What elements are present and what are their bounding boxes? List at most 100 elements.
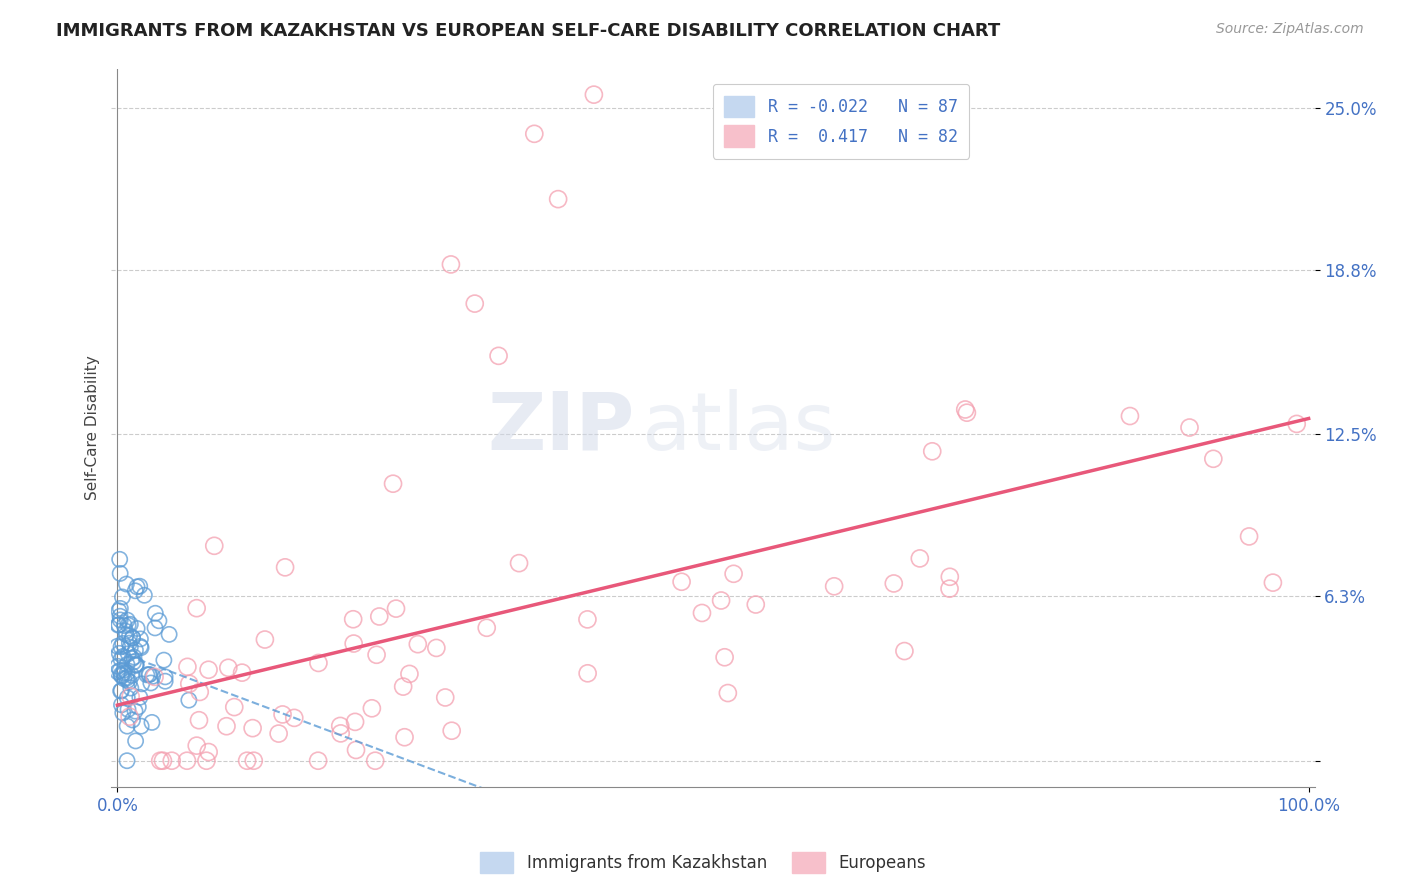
Point — [329, 726, 352, 740]
Point — [823, 579, 845, 593]
Point — [434, 690, 457, 705]
Point — [671, 574, 693, 589]
Point — [1178, 420, 1201, 434]
Point — [115, 657, 138, 672]
Point — [129, 632, 152, 646]
Point — [1237, 529, 1260, 543]
Point — [745, 598, 768, 612]
Point — [148, 614, 170, 628]
Point — [120, 690, 142, 704]
Point — [115, 628, 138, 642]
Point — [215, 719, 238, 733]
Point — [125, 658, 148, 673]
Point — [111, 590, 134, 604]
Point — [406, 637, 429, 651]
Point — [129, 719, 152, 733]
Point — [108, 617, 131, 632]
Point — [108, 646, 131, 660]
Point — [129, 640, 152, 655]
Point — [893, 644, 915, 658]
Point — [149, 754, 172, 768]
Point — [108, 566, 131, 581]
Point — [197, 663, 219, 677]
Point — [392, 680, 415, 694]
Point — [938, 582, 960, 596]
Point — [107, 639, 129, 653]
Point — [1202, 451, 1225, 466]
Point — [128, 690, 150, 705]
Point — [329, 719, 352, 733]
Point — [342, 612, 364, 626]
Point — [202, 539, 225, 553]
Y-axis label: Self-Care Disability: Self-Care Disability — [86, 355, 100, 500]
Point — [127, 699, 149, 714]
Point — [118, 709, 141, 723]
Point — [242, 754, 264, 768]
Point — [115, 613, 138, 627]
Point — [1119, 409, 1142, 423]
Point — [523, 127, 546, 141]
Point — [344, 714, 367, 729]
Point — [547, 192, 569, 206]
Point — [112, 663, 135, 677]
Point — [115, 671, 138, 685]
Point — [475, 621, 498, 635]
Point — [956, 406, 979, 420]
Point — [138, 667, 160, 681]
Point — [138, 667, 160, 681]
Point — [108, 609, 131, 624]
Point — [1285, 417, 1308, 431]
Point — [307, 754, 329, 768]
Point — [131, 677, 153, 691]
Point — [176, 754, 198, 768]
Point — [197, 745, 219, 759]
Point — [176, 660, 198, 674]
Point — [153, 670, 176, 684]
Point — [710, 593, 733, 607]
Point — [464, 296, 486, 310]
Point — [111, 669, 134, 683]
Point — [112, 672, 135, 686]
Point — [121, 713, 143, 727]
Point — [153, 653, 176, 667]
Point — [186, 601, 208, 615]
Point — [274, 560, 297, 574]
Point — [955, 402, 977, 417]
Point — [267, 726, 290, 740]
Point — [117, 702, 139, 716]
Point — [129, 640, 152, 654]
Point — [160, 754, 183, 768]
Point — [382, 476, 405, 491]
Point — [242, 721, 264, 735]
Point — [110, 640, 132, 654]
Point — [111, 636, 134, 650]
Point — [122, 655, 145, 669]
Point — [385, 601, 408, 615]
Text: IMMIGRANTS FROM KAZAKHSTAN VS EUROPEAN SELF-CARE DISABILITY CORRELATION CHART: IMMIGRANTS FROM KAZAKHSTAN VS EUROPEAN S… — [56, 22, 1001, 40]
Text: atlas: atlas — [641, 389, 835, 467]
Point — [143, 621, 166, 635]
Point — [368, 609, 391, 624]
Point — [224, 700, 246, 714]
Point — [179, 677, 201, 691]
Point — [115, 577, 138, 591]
Point — [118, 674, 141, 689]
Point — [121, 631, 143, 645]
Point — [124, 583, 146, 598]
Point — [141, 715, 163, 730]
Point — [115, 719, 138, 733]
Point — [107, 659, 129, 673]
Point — [125, 658, 148, 673]
Point — [121, 668, 143, 682]
Point — [188, 713, 211, 727]
Point — [440, 723, 463, 738]
Point — [157, 627, 180, 641]
Point — [152, 754, 174, 768]
Point — [124, 704, 146, 718]
Legend: R = -0.022   N = 87, R =  0.417   N = 82: R = -0.022 N = 87, R = 0.417 N = 82 — [713, 84, 969, 159]
Point — [107, 665, 129, 679]
Point — [121, 651, 143, 665]
Point — [110, 613, 132, 627]
Point — [115, 754, 138, 768]
Point — [307, 656, 329, 670]
